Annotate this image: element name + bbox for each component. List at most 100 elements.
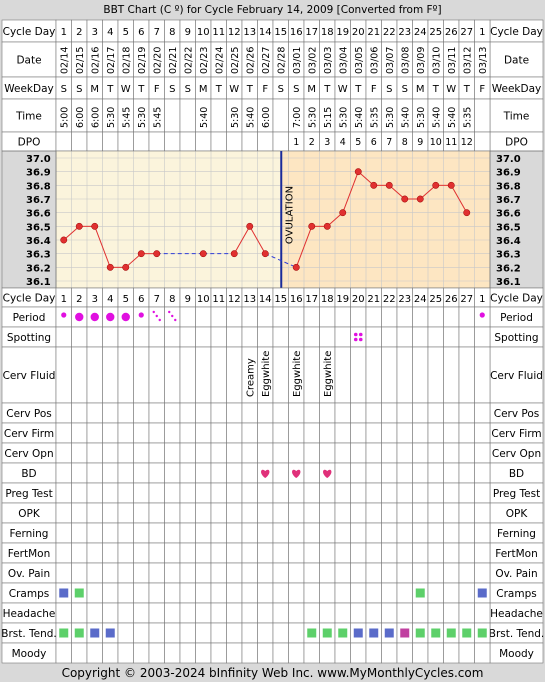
ferning-cell [288, 522, 305, 544]
row-label-ov-pain: Ov. Pain [8, 568, 50, 580]
cycle-day-number: 4 [107, 294, 113, 305]
preg-test-cell [381, 482, 398, 504]
cerv-fluid-cell [117, 346, 134, 404]
cerv-fluid-label: Eggwhite [292, 351, 303, 397]
ov-pain-cell [319, 562, 336, 584]
ov-pain-cell [71, 562, 88, 584]
cerv-pos-cell [86, 402, 103, 424]
temp-point [323, 222, 331, 230]
temp-point [292, 263, 300, 271]
ov-pain-cell [334, 562, 351, 584]
ferning-cell [179, 522, 196, 544]
cerv-pos-cell [319, 402, 336, 424]
cerv-opn-cell [210, 442, 227, 464]
fertmon-cell [288, 542, 305, 564]
spotting-dot [358, 332, 363, 337]
row-label-headache: Headache [3, 608, 56, 620]
cerv-firm-cell [334, 422, 351, 444]
cerv-firm-cell [86, 422, 103, 444]
cramps-cell [86, 582, 103, 604]
cerv-opn-cell [427, 442, 444, 464]
chart-title: BBT Chart (C º) for Cycle February 14, 2… [103, 4, 441, 16]
row-label-brst-tend: Brst. Tend. [1, 628, 57, 640]
ferning-cell [334, 522, 351, 544]
fertmon-cell [381, 542, 398, 564]
cerv-firm-cell [164, 422, 181, 444]
opk-cell [443, 502, 460, 524]
dpo-label: 8 [402, 137, 408, 148]
row-label-right-preg-test: Preg Test [493, 488, 540, 500]
bd-cell [241, 462, 258, 484]
temp-gap-line [265, 253, 297, 268]
brst-tend-cell [195, 622, 212, 644]
row-label-right-fertmon: FertMon [495, 548, 538, 560]
row-label-date: Date [16, 55, 41, 67]
fertmon-cell [71, 542, 88, 564]
period-spot [155, 314, 158, 318]
weekday-label: F [479, 84, 485, 95]
headache-cell [365, 602, 382, 624]
ov-pain-cell [396, 562, 413, 584]
cerv-pos-cell [179, 402, 196, 424]
headache-cell [443, 602, 460, 624]
row-label-right-cerv-opn: Cerv Opn [492, 448, 541, 460]
time-label: 5:35 [369, 107, 380, 128]
ferning-cell [210, 522, 227, 544]
fertmon-cell [55, 542, 72, 564]
time-label: 5:00 [59, 107, 70, 128]
cerv-pos-cell [148, 402, 165, 424]
dpo-label: 9 [417, 137, 423, 148]
y-tick-right: 36.2 [496, 263, 521, 274]
post-ovulation-area [281, 151, 490, 288]
cycle-day-number: 7 [154, 27, 160, 38]
dpo-label: 12 [461, 137, 473, 148]
ferning-cell [241, 522, 258, 544]
row-label-period: Period [13, 312, 46, 324]
headache-cell [396, 602, 413, 624]
opk-cell [210, 502, 227, 524]
ferning-cell [427, 522, 444, 544]
bd-cell [396, 462, 413, 484]
fertmon-cell [365, 542, 382, 564]
opk-cell [474, 502, 491, 524]
ov-pain-cell [55, 562, 72, 584]
cerv-opn-cell [443, 442, 460, 464]
row-label-weekday: WeekDay [4, 83, 54, 95]
weekday-label: W [338, 84, 348, 95]
row-label-right-bd: BD [509, 468, 524, 480]
moody-cell [71, 642, 88, 664]
spotting-cell [55, 326, 72, 348]
date-label: 02/17 [106, 47, 117, 74]
dpo-label: 11 [445, 137, 457, 148]
moody-cell [365, 642, 382, 664]
brst-tend-marker [415, 628, 425, 638]
dpo-label: 4 [340, 137, 346, 148]
y-tick-right: 36.9 [496, 168, 521, 179]
date-label: 03/01 [292, 47, 303, 74]
cycle-day-number: 2 [76, 294, 82, 305]
preg-test-cell [102, 482, 119, 504]
row-label-right-brst-tend: Brst. Tend. [489, 628, 545, 640]
cramps-cell [288, 582, 305, 604]
fertmon-cell [164, 542, 181, 564]
cerv-opn-cell [148, 442, 165, 464]
ferning-cell [319, 522, 336, 544]
weekday-label: M [416, 84, 425, 95]
cycle-day-number: 22 [383, 27, 396, 38]
preg-test-cell [148, 482, 165, 504]
cycle-day-number: 18 [321, 294, 334, 305]
temp-point [370, 181, 378, 189]
cerv-pos-cell [195, 402, 212, 424]
period-cell [443, 306, 460, 328]
headache-cell [381, 602, 398, 624]
ov-pain-cell [288, 562, 305, 584]
cerv-fluid-cell [148, 346, 165, 404]
ferning-cell [86, 522, 103, 544]
brst-tend-marker [90, 628, 100, 638]
brst-tend-cell [226, 622, 243, 644]
spotting-cell [117, 326, 134, 348]
cerv-firm-cell [257, 422, 274, 444]
cycle-day-number: 27 [460, 294, 473, 305]
